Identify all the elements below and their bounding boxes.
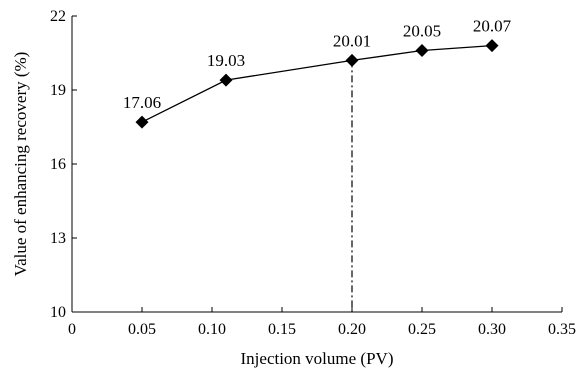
x-tick-label: 0.35: [548, 321, 576, 338]
x-tick-label: 0.20: [338, 321, 366, 338]
x-tick-label: 0: [68, 321, 76, 338]
ticks: 0 0.05 0.10 0.15 0.20 0.25 0.30 0.35 10 13 16 19 22: [50, 8, 576, 338]
data-label: 20.07: [473, 17, 512, 36]
y-tick-label: 16: [50, 156, 66, 173]
x-tick-label: 0.05: [128, 321, 156, 338]
axes: [71, 16, 562, 313]
data-label: 19.03: [207, 51, 245, 70]
x-axis-label: Injection volume (PV): [241, 349, 394, 368]
data-point-marker: [135, 115, 149, 129]
x-tick-label: 0.30: [478, 321, 506, 338]
data-label: 20.01: [333, 31, 371, 50]
series-line: [141, 44, 493, 123]
y-tick-label: 13: [50, 230, 66, 247]
x-tick-label: 0.15: [268, 321, 296, 338]
x-tick-label: 0.25: [408, 321, 436, 338]
y-tick-label: 19: [50, 82, 66, 99]
y-axis-label: Value of enhancing recovery (%): [11, 52, 30, 277]
data-point-marker: [415, 44, 429, 58]
data-label: 17.06: [123, 93, 161, 112]
data-point-marker: [345, 53, 359, 67]
y-tick-label: 10: [50, 304, 66, 321]
y-tick-label: 22: [50, 8, 66, 25]
x-tick-label: 0.10: [198, 321, 226, 338]
data-point-marker: [485, 39, 499, 53]
data-label: 20.05: [403, 22, 441, 41]
series: 17.06 19.03 20.01 20.05 20.07: [123, 17, 512, 129]
data-point-marker: [219, 73, 233, 87]
